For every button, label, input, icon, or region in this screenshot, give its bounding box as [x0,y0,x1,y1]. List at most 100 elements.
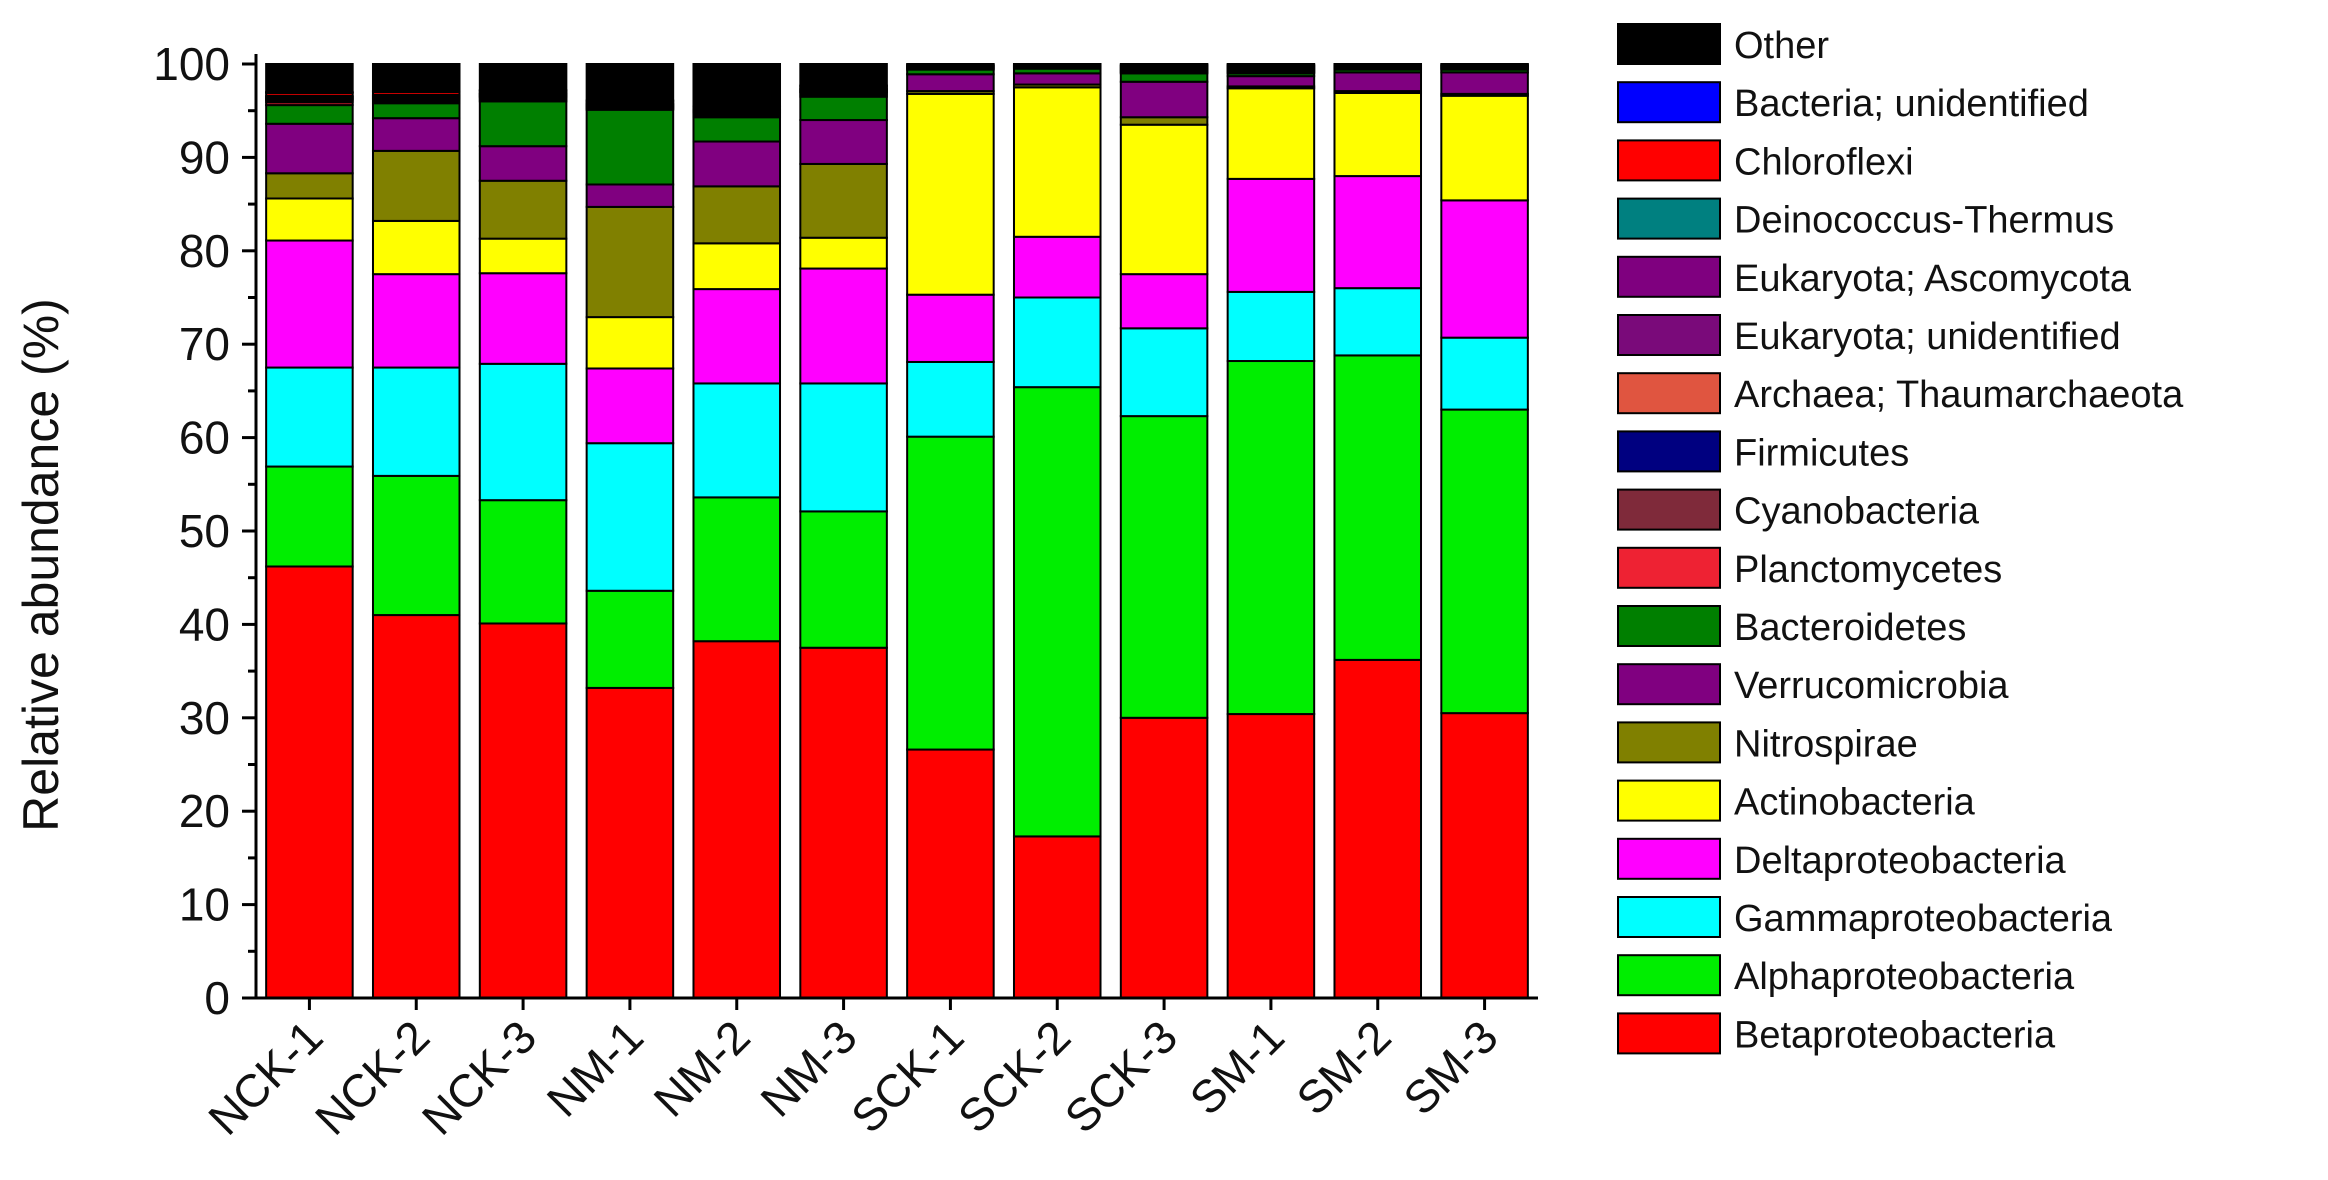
legend-item: Cyanobacteria [1617,488,1980,533]
bar-stack-NM-1 [585,63,675,999]
y-axis-ticks: 0 10 20 30 40 50 60 70 80 90 100 [153,38,256,1024]
bar-segment [478,63,568,92]
legend-swatch [1617,605,1721,647]
legend-swatch [1617,837,1721,880]
bar-segment [585,589,675,689]
legend-item: Deltaproteobacteria [1617,837,2067,882]
bar-segment [478,179,568,240]
bar-segment [692,382,782,499]
bar-segment [799,382,888,513]
bar-segment [371,273,461,369]
bar-segment [1440,94,1529,202]
bar-segment [1119,72,1209,83]
bar-segment [1226,63,1316,66]
bar-stack-SCK-2 [1012,63,1102,999]
x-tick-label: SCK-3 [1055,1010,1188,1143]
bar-segment [371,149,461,222]
y-tick-label: 0 [204,972,230,1024]
bar-stack-NCK-2 [371,63,461,999]
bar-segment [906,360,995,438]
legend-swatch [1617,314,1721,356]
legend-label: Bacteria; unidentified [1734,83,2089,125]
legend-item: Bacteria; unidentified [1617,81,2089,125]
bar-stack-SM-2 [1333,63,1423,999]
y-tick-label: 60 [179,412,230,464]
legend-label: Actinobacteria [1734,782,1976,824]
legend-label: Deinococcus-Thermus [1734,200,2114,242]
x-tick-label: SCK-1 [841,1010,974,1143]
bar-segment [1440,63,1529,66]
legend-swatch [1617,663,1721,706]
legend-swatch [1617,23,1721,65]
bar-segment [585,108,675,186]
y-tick-label: 40 [179,598,230,650]
bar-segment [1119,80,1209,119]
bar-segment [265,465,354,568]
bar-stacks [265,63,1529,1000]
bar-segment [692,242,782,291]
bar-segment [799,119,888,165]
bar-segment [1333,71,1423,93]
bar-segment [692,496,782,643]
legend-item: Planctomycetes [1617,546,2002,591]
legend-swatch [1617,896,1721,938]
x-tick-label: NM-2 [644,1010,760,1126]
x-tick-label: SM-1 [1180,1010,1294,1124]
legend-label: Bacteroidetes [1734,607,1966,649]
bar-segment [692,640,782,1000]
bar-segment [585,686,675,999]
bar-segment [478,100,568,148]
bar-segment [1226,75,1316,88]
legend-swatch [1617,197,1721,240]
bar-segment [799,95,888,122]
bar-segment [1333,91,1423,178]
bar-segment [371,117,461,152]
bar-segment [1119,123,1209,276]
bar-segment [906,73,995,93]
y-axis-label: Relative abundance (%) [13,298,69,832]
legend-label: Planctomycetes [1734,549,2002,591]
bar-segment [478,145,568,182]
bar-segment [1012,72,1102,86]
legend-item: Deinococcus-Thermus [1617,197,2114,242]
bar-segment [585,367,675,445]
bar-segment [265,63,354,94]
bar-segment [371,63,461,93]
bar-segment [1440,199,1529,339]
bar-stack-NM-2 [692,63,782,1000]
legend-item: Firmicutes [1617,430,1909,474]
bar-segment [371,614,461,999]
bar-segment [1119,716,1209,999]
y-tick-label: 80 [179,225,230,277]
legend-item: Other [1617,23,1829,67]
bar-segment [1226,87,1316,180]
bar-segment [1012,86,1102,238]
legend-item: Actinobacteria [1617,779,1976,824]
legend-swatch [1617,372,1721,415]
bar-segment [1333,287,1423,357]
legend-label: Cyanobacteria [1734,491,1980,533]
legend-label: Alphaproteobacteria [1734,956,2075,998]
legend-label: Deltaproteobacteria [1734,840,2067,882]
legend-label: Nitrospirae [1734,723,1918,765]
bar-segment [1012,835,1102,999]
legend-swatch [1617,430,1721,473]
legend-label: Other [1734,25,1829,67]
bar-segment [906,63,995,66]
y-tick-label: 90 [179,131,230,183]
bar-segment [1012,386,1102,838]
bar-segment [585,205,675,319]
bar-segment [265,565,354,999]
bar-segment [265,366,354,468]
x-tick-label: NCK-2 [305,1010,439,1144]
bar-segment [1333,63,1423,66]
x-tick-label: NM-1 [537,1010,653,1126]
bar-segment [585,183,675,208]
bar-segment [1119,116,1209,126]
legend-swatch [1617,546,1721,589]
bar-segment [585,63,675,102]
legend-item: Verrucomicrobia [1617,663,2009,707]
bar-segment [1226,360,1316,716]
bar-stack-NCK-3 [478,63,568,999]
bar-segment [585,316,675,370]
